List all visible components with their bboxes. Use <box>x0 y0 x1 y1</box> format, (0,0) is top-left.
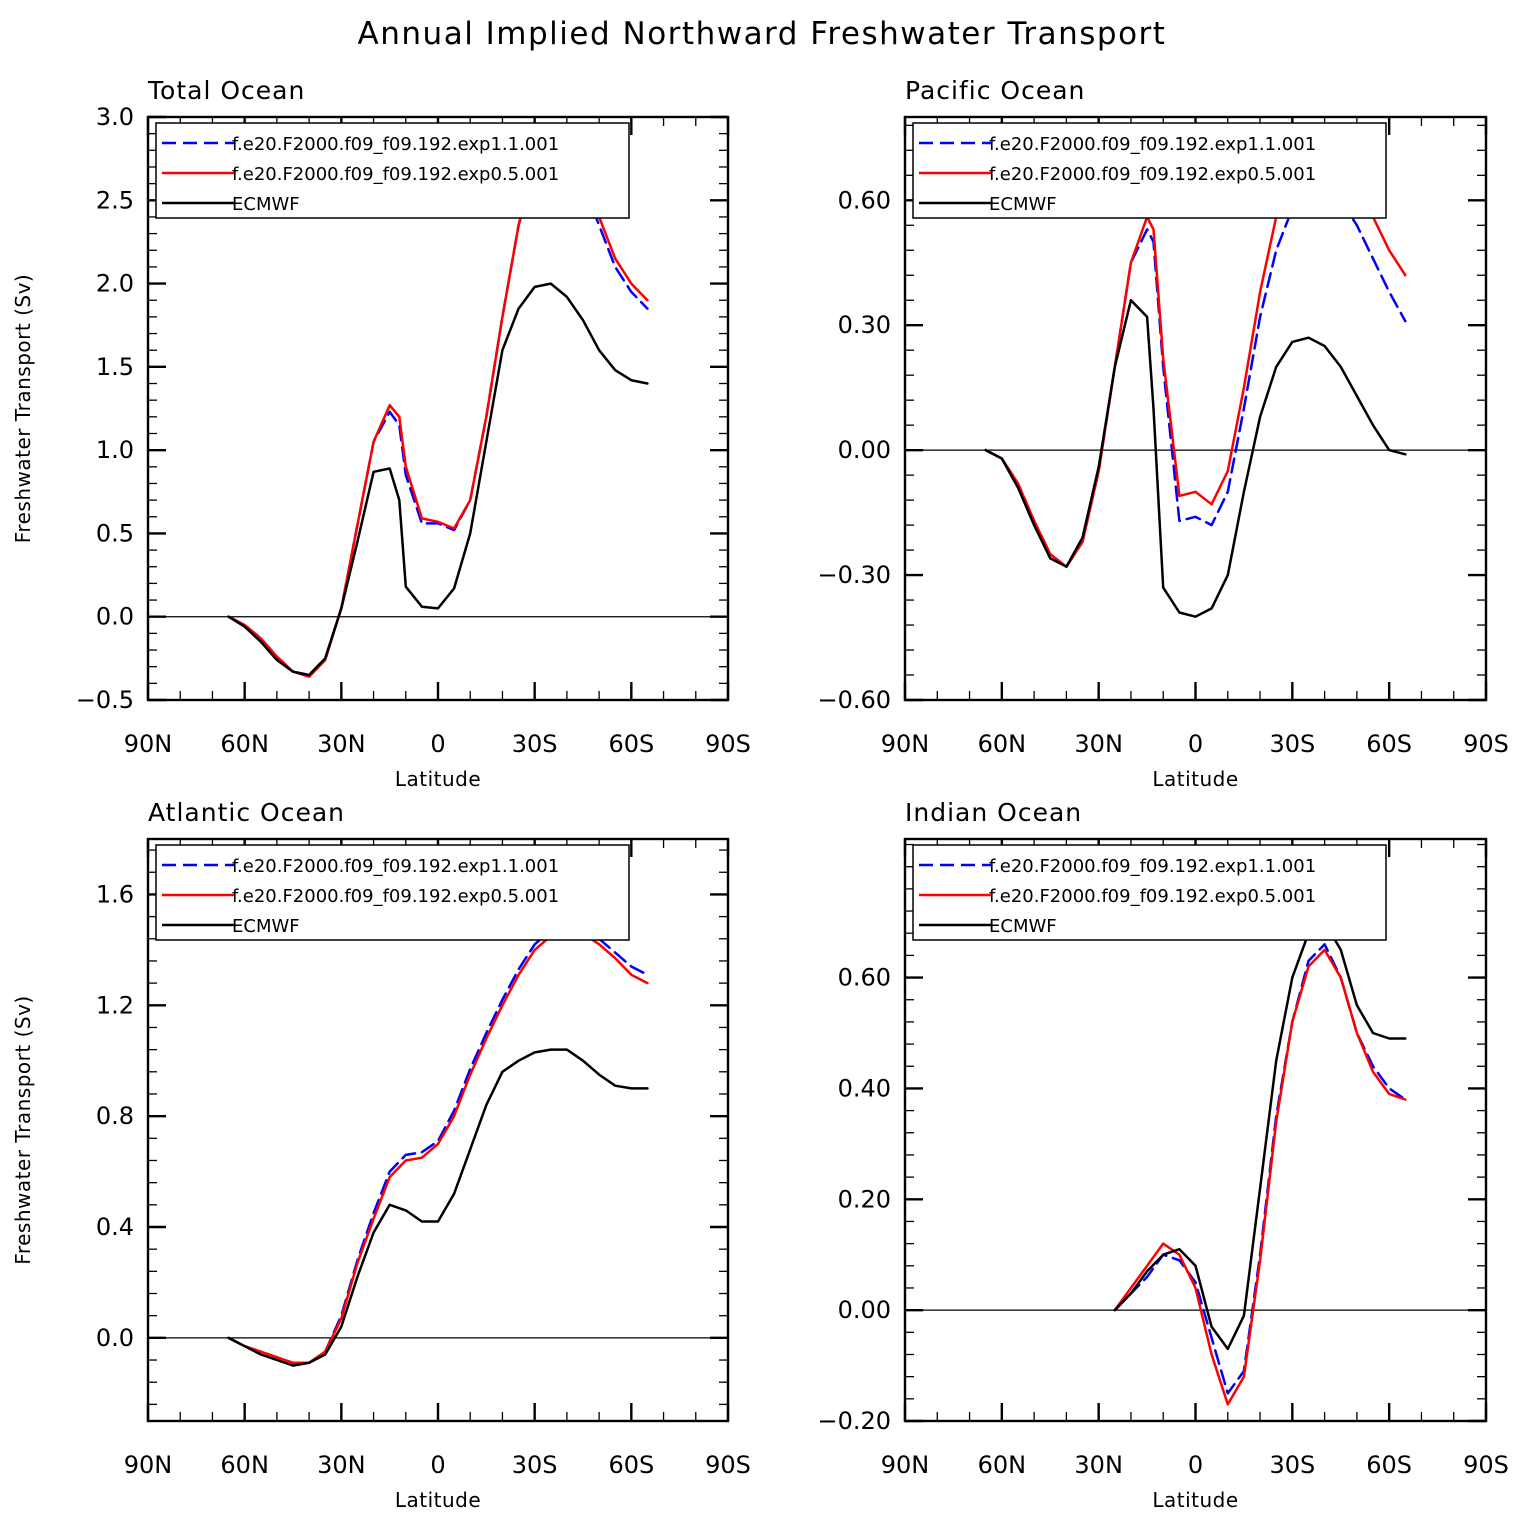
panels: Total Ocean −0.5 0.0 0.5 1.0 1.5 2.0 2.5 3.0 90N 6… <box>11 76 1509 1512</box>
x-tick-label: 30N <box>1074 1451 1123 1479</box>
series-line-2 <box>227 282 649 677</box>
legend-label-0: f.e20.F2000.f09_f09.192.exp1.1.001 <box>232 856 559 877</box>
panel-title: Atlantic Ocean <box>148 798 345 827</box>
series-line-1 <box>1113 948 1407 1406</box>
plot-frame <box>903 837 1488 1423</box>
y-tick-label: 0.0 <box>96 603 134 631</box>
y-tick-label: −0.60 <box>817 686 891 714</box>
y-axis-label: Freshwater Transport (Sv) <box>11 274 35 543</box>
legend-label-1: f.e20.F2000.f09_f09.192.exp0.5.001 <box>989 886 1316 907</box>
legend-label-2: ECMWF <box>232 916 300 937</box>
legend-box <box>912 122 1387 219</box>
x-tick-label: 60S <box>608 1451 654 1479</box>
x-tick-label: 90S <box>1463 730 1509 758</box>
y-tick-label: 0.60 <box>838 186 891 214</box>
series-line-0 <box>984 186 1407 568</box>
x-tick-label: 0 <box>430 1451 445 1479</box>
legend-label-1: f.e20.F2000.f09_f09.192.exp0.5.001 <box>232 886 559 907</box>
series-line-2 <box>984 298 1407 618</box>
y-tick-label: 0.8 <box>96 1102 134 1130</box>
y-axis-label: Freshwater Transport (Sv) <box>11 995 35 1264</box>
x-tick-label: 90S <box>705 730 751 758</box>
x-tick-label: 60N <box>978 730 1027 758</box>
series-line-1 <box>227 926 649 1365</box>
x-tick-label: 30N <box>1074 730 1123 758</box>
x-tick-label: 90N <box>124 730 173 758</box>
plot-frame <box>903 115 1488 702</box>
x-tick-label: 90N <box>124 1451 173 1479</box>
plot-frame <box>146 115 730 702</box>
x-tick-label: 90N <box>881 730 930 758</box>
y-tick-label: −0.5 <box>76 686 134 714</box>
x-tick-label: 90S <box>705 1451 751 1479</box>
legend-label-1: f.e20.F2000.f09_f09.192.exp0.5.001 <box>989 164 1316 185</box>
legend-label-2: ECMWF <box>232 194 300 215</box>
y-tick-label: 0.30 <box>838 311 891 339</box>
legend-label-1: f.e20.F2000.f09_f09.192.exp0.5.001 <box>232 164 559 185</box>
panel-title: Indian Ocean <box>905 798 1082 827</box>
x-axis-label: Latitude <box>395 767 481 791</box>
y-tick-label: 2.5 <box>96 186 134 214</box>
y-tick-label: 1.5 <box>96 353 134 381</box>
panel-3: Indian Ocean −0.20 0.00 0.20 0.40 0.60 90N 60N 3… <box>817 798 1508 1512</box>
x-tick-label: 30S <box>512 730 558 758</box>
x-tick-label: 60N <box>978 1451 1027 1479</box>
panel-1: Pacific Ocean −0.60 −0.30 0.00 0.30 0.60 90N 60… <box>817 76 1508 791</box>
x-tick-label: 60S <box>1366 730 1412 758</box>
panel-0: Total Ocean −0.5 0.0 0.5 1.0 1.5 2.0 2.5 3.0 90N 6… <box>11 76 751 791</box>
x-tick-label: 30S <box>512 1451 558 1479</box>
y-tick-label: 0.20 <box>838 1185 891 1213</box>
legend-box <box>155 844 630 941</box>
legend-box <box>912 844 1387 941</box>
x-axis-label: Latitude <box>1152 1488 1238 1512</box>
panel-2: Atlantic Ocean 0.0 0.4 0.8 1.2 1.6 90N 60N 30N 0 3… <box>11 798 751 1512</box>
series-line-2 <box>227 1048 649 1367</box>
x-tick-label: 60N <box>220 1451 269 1479</box>
y-tick-label: −0.20 <box>817 1407 891 1435</box>
x-axis-label: Latitude <box>1152 767 1238 791</box>
y-tick-label: 0.0 <box>96 1324 134 1352</box>
legend-label-0: f.e20.F2000.f09_f09.192.exp1.1.001 <box>989 856 1316 877</box>
x-tick-label: 60S <box>1366 1451 1412 1479</box>
panel-title: Pacific Ocean <box>905 76 1085 105</box>
x-tick-label: 0 <box>1188 1451 1203 1479</box>
y-tick-label: 1.0 <box>96 436 134 464</box>
figure-title: Annual Implied Northward Freshwater Tran… <box>358 16 1167 52</box>
y-tick-label: 2.0 <box>96 270 134 298</box>
series-line-1 <box>227 139 649 678</box>
legend-label-0: f.e20.F2000.f09_f09.192.exp1.1.001 <box>989 134 1316 155</box>
legend-box <box>155 122 630 219</box>
x-tick-label: 90N <box>881 1451 930 1479</box>
x-tick-label: 30N <box>317 730 366 758</box>
plot-frame <box>146 837 730 1423</box>
y-tick-label: 1.2 <box>96 991 134 1019</box>
x-tick-label: 30S <box>1269 730 1315 758</box>
y-tick-label: 0.00 <box>838 436 891 464</box>
x-tick-label: 60N <box>220 730 269 758</box>
x-tick-label: 30N <box>317 1451 366 1479</box>
x-axis-label: Latitude <box>395 1488 481 1512</box>
y-tick-label: 3.0 <box>96 103 134 131</box>
legend-label-2: ECMWF <box>989 916 1057 937</box>
series-line-2 <box>1113 920 1407 1351</box>
panel-title: Total Ocean <box>147 76 305 105</box>
y-tick-label: 0.4 <box>96 1213 134 1241</box>
y-tick-label: −0.30 <box>817 561 891 589</box>
y-tick-label: 1.6 <box>96 880 134 908</box>
legend-label-0: f.e20.F2000.f09_f09.192.exp1.1.001 <box>232 134 559 155</box>
x-tick-label: 90S <box>1463 1451 1509 1479</box>
x-tick-label: 30S <box>1269 1451 1315 1479</box>
series-line-0 <box>227 149 649 677</box>
x-tick-label: 0 <box>1188 730 1203 758</box>
y-tick-label: 0.5 <box>96 519 134 547</box>
x-tick-label: 60S <box>608 730 654 758</box>
x-tick-label: 0 <box>430 730 445 758</box>
y-tick-label: 0.40 <box>838 1074 891 1102</box>
y-tick-label: 0.00 <box>838 1296 891 1324</box>
y-tick-label: 0.60 <box>838 964 891 992</box>
legend-label-2: ECMWF <box>989 194 1057 215</box>
